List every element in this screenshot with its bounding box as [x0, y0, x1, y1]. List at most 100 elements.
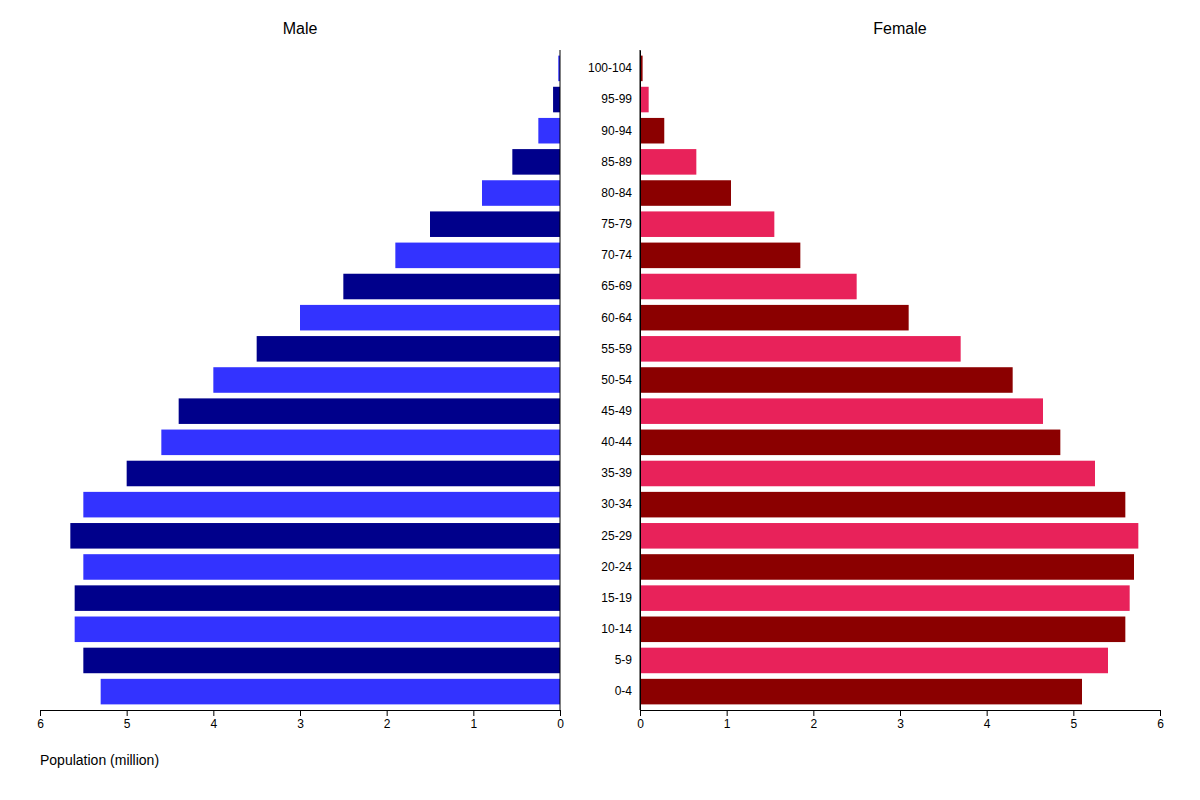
- baseline: [560, 50, 561, 710]
- y-tick-label: 85-89: [601, 155, 632, 169]
- bar: [213, 367, 560, 393]
- x-tick: 0: [557, 710, 564, 731]
- bar: [640, 243, 800, 269]
- x-axis-line: [41, 711, 561, 717]
- bar: [101, 679, 560, 705]
- x-tick: 3: [897, 710, 904, 731]
- y-tick: 80-84: [601, 186, 640, 200]
- bar: [640, 180, 731, 206]
- x-tick-mark: [387, 710, 388, 716]
- x-tick: 2: [810, 710, 817, 731]
- x-tick-mark: [987, 710, 988, 716]
- y-axis: 0-45-910-1415-1920-2425-2930-3435-3940-4…: [588, 51, 641, 711]
- bar: [553, 87, 560, 113]
- y-tick: 70-74: [601, 248, 640, 262]
- x-tick: 0: [637, 710, 644, 731]
- bars: [640, 56, 1138, 705]
- y-tick: 100-104: [588, 61, 640, 75]
- bar: [640, 336, 961, 362]
- bar: [75, 585, 560, 611]
- x-axis-line: [641, 711, 1161, 717]
- bar: [482, 180, 560, 206]
- panel: 01234560-45-910-1415-1920-2425-2930-3435…: [588, 20, 1164, 731]
- y-tick-label: 35-39: [601, 466, 632, 480]
- bar: [640, 461, 1095, 487]
- y-tick-label: 75-79: [601, 217, 632, 231]
- y-tick-label: 80-84: [601, 186, 632, 200]
- y-tick-label: 100-104: [588, 61, 632, 75]
- bar: [430, 211, 560, 237]
- bar: [300, 305, 560, 331]
- bar: [640, 274, 857, 300]
- x-tick-label: 0: [637, 717, 644, 731]
- y-tick-label: 10-14: [601, 622, 632, 636]
- x-tick-label: 1: [470, 717, 477, 731]
- x-tick-mark: [640, 710, 641, 716]
- x-tick: 2: [384, 710, 391, 731]
- bar: [640, 430, 1060, 456]
- y-tick: 20-24: [601, 560, 640, 574]
- y-tick-label: 25-29: [601, 529, 632, 543]
- y-tick: 0-4: [615, 684, 640, 698]
- x-tick: 5: [124, 710, 131, 731]
- y-tick: 65-69: [601, 279, 640, 293]
- panel-title: Male: [283, 20, 318, 37]
- panel: 0123456MalePopulation (million): [37, 20, 564, 768]
- y-tick-label: 55-59: [601, 342, 632, 356]
- x-tick: 3: [297, 710, 304, 731]
- x-tick-mark: [560, 710, 561, 716]
- x-tick-label: 2: [810, 717, 817, 731]
- y-tick: 25-29: [601, 529, 640, 543]
- x-axis: 0123456: [637, 710, 1164, 731]
- y-tick-label: 70-74: [601, 248, 632, 262]
- chart: 0123456MalePopulation (million)01234560-…: [0, 0, 1200, 800]
- bar: [512, 149, 560, 175]
- x-tick-mark: [473, 710, 474, 716]
- y-tick: 40-44: [601, 435, 640, 449]
- x-tick-mark: [1073, 710, 1074, 716]
- x-tick: 1: [724, 710, 731, 731]
- y-tick-label: 15-19: [601, 591, 632, 605]
- bar: [640, 118, 664, 144]
- bar: [640, 492, 1125, 518]
- bar: [257, 336, 560, 362]
- x-tick-label: 3: [897, 717, 904, 731]
- x-tick: 4: [210, 710, 217, 731]
- x-tick-label: 3: [297, 717, 304, 731]
- bar: [640, 523, 1138, 549]
- bar: [161, 430, 560, 456]
- bar: [640, 398, 1043, 424]
- x-tick: 5: [1070, 710, 1077, 731]
- y-tick-label: 90-94: [601, 124, 632, 138]
- x-tick-mark: [727, 710, 728, 716]
- y-tick-label: 20-24: [601, 560, 632, 574]
- bar: [179, 398, 560, 424]
- y-tick: 95-99: [601, 92, 640, 106]
- y-tick-label: 40-44: [601, 435, 632, 449]
- y-tick-label: 50-54: [601, 373, 632, 387]
- y-axis-line: [640, 51, 641, 711]
- y-tick-label: 5-9: [615, 653, 633, 667]
- y-tick: 50-54: [601, 373, 640, 387]
- x-axis-title: Population (million): [40, 752, 159, 768]
- bar: [640, 648, 1108, 674]
- bar: [640, 367, 1013, 393]
- x-tick-mark: [1160, 710, 1161, 716]
- y-tick: 45-49: [601, 404, 640, 418]
- y-tick: 60-64: [601, 311, 640, 325]
- y-tick: 55-59: [601, 342, 640, 356]
- y-tick: 90-94: [601, 124, 640, 138]
- x-tick-mark: [300, 710, 301, 716]
- y-tick: 5-9: [615, 653, 640, 667]
- x-tick-label: 4: [210, 717, 217, 731]
- y-tick: 75-79: [601, 217, 640, 231]
- bars: [70, 56, 560, 705]
- bar: [640, 87, 649, 113]
- x-tick: 6: [1157, 710, 1164, 731]
- y-tick-label: 45-49: [601, 404, 632, 418]
- bar: [640, 585, 1130, 611]
- bar: [83, 492, 560, 518]
- bar: [640, 149, 696, 175]
- y-tick-label: 95-99: [601, 92, 632, 106]
- bar: [640, 305, 909, 331]
